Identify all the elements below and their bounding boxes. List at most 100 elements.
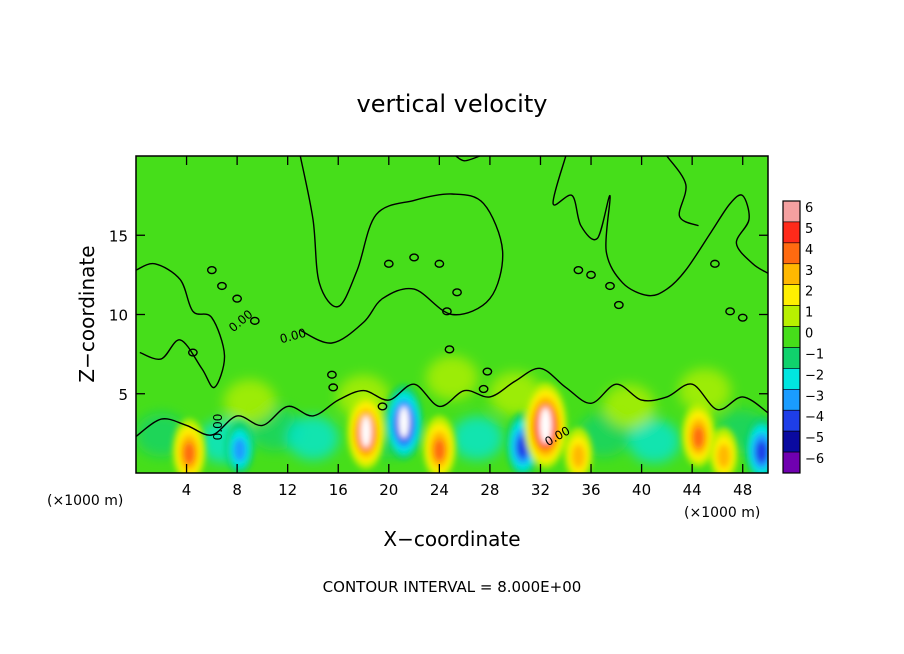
colorbar-swatch: [782, 368, 801, 390]
contour-lines: [136, 156, 768, 438]
contour-loop: [605, 281, 615, 291]
colorbar-label: −1: [805, 347, 824, 362]
field-patch: [628, 419, 681, 464]
contour-interval-note: CONTOUR INTERVAL = 8.000E+00: [323, 578, 582, 596]
updraft-core: [717, 444, 731, 468]
colorbar-label: −2: [805, 368, 824, 383]
x-unit-left: (×1000 m): [47, 493, 123, 509]
colorbar-label: 6: [805, 201, 813, 216]
y-axis-ticks: 5 10 15: [109, 227, 768, 404]
contour-loop: [383, 259, 394, 268]
contour-line: [552, 156, 768, 297]
contour-label: 0.00: [278, 326, 307, 346]
contour-loop: [710, 259, 720, 268]
contour-loop: [206, 266, 217, 275]
updraft-peak: [539, 407, 552, 444]
updraft-core: [183, 442, 195, 465]
contour-label: 0.00: [211, 414, 225, 441]
colorbar-swatch: [782, 263, 801, 285]
downdraft-core: [755, 440, 768, 463]
contour-loop: [442, 307, 452, 316]
colorbar-swatch: [782, 284, 801, 306]
colorbar-frame: [782, 200, 801, 474]
colorbar-label: 5: [805, 222, 813, 237]
colorbar-label: 0: [805, 327, 813, 342]
y-axis-label: Z−coordinate: [75, 245, 99, 382]
colorbar-label: −3: [805, 389, 824, 404]
contour-loop: [737, 313, 748, 322]
contour-loop: [409, 253, 419, 262]
field-patch: [602, 384, 655, 429]
colorbar-swatch: [782, 221, 801, 244]
contour-loop: [187, 348, 198, 357]
contour-loop: [434, 259, 445, 268]
x-axis-ticks: 4 8 12 16 20 24 28 32 36 40 44 48: [182, 156, 752, 499]
y-tick-label: 15: [109, 227, 128, 245]
contour-line: [299, 156, 504, 344]
colorbar-swatch: [782, 430, 801, 453]
contour-line: [136, 367, 768, 438]
x-tick-label: 12: [278, 481, 297, 499]
updraft-core: [433, 439, 446, 462]
y-tick-label: 5: [118, 386, 128, 404]
y-tick-label: 10: [109, 307, 128, 325]
colorbar-swatch: [782, 200, 801, 223]
downdraft-peak: [398, 406, 410, 439]
colorbar-swatch: [782, 451, 801, 474]
x-axis-label: X−coordinate: [383, 527, 520, 551]
updraft-peak: [360, 416, 372, 448]
colorbar-label: 3: [805, 264, 813, 279]
colorbar-label: 4: [805, 243, 813, 258]
x-tick-label: 8: [232, 481, 242, 499]
colorbar-swatch: [782, 305, 801, 327]
contour-loop: [327, 370, 337, 379]
plot-area: [136, 156, 768, 473]
x-tick-label: 4: [182, 481, 192, 499]
contour-loop: [232, 294, 243, 303]
colorbar-label: −6: [805, 452, 824, 467]
colorbar-swatch: [782, 389, 801, 411]
downdraft-core: [517, 435, 529, 459]
x-tick-label: 24: [430, 481, 449, 499]
colorbar-label: −4: [805, 410, 824, 425]
contour-loop: [452, 288, 462, 297]
contour-loop: [217, 281, 227, 291]
colorbar-swatch: [782, 242, 801, 265]
x-unit-right: (×1000 m): [684, 505, 760, 521]
contour-loop: [328, 383, 339, 392]
x-tick-label: 28: [480, 481, 499, 499]
contour-loop: [482, 367, 493, 376]
field-patch: [426, 355, 478, 400]
x-tick-label: 36: [581, 481, 600, 499]
colorbar-swatch: [782, 326, 801, 348]
x-tick-label: 20: [379, 481, 398, 499]
contour-loop: [444, 345, 455, 354]
contour-loop: [725, 307, 735, 316]
colorbar-label: 1: [805, 306, 813, 321]
chart-title: vertical velocity: [357, 90, 548, 118]
contour-line: [455, 156, 481, 162]
contour-loop: [573, 266, 584, 275]
field-patch: [223, 379, 276, 424]
contour-line: [136, 262, 226, 389]
contour-loop: [586, 270, 596, 279]
colorbar: 6 5 4 3 2 1 0 −1 −2 −3 −4 −5 −6: [782, 200, 824, 474]
contour-loop: [249, 316, 260, 325]
field-patch: [451, 416, 504, 461]
updraft-core: [572, 444, 585, 468]
x-tick-label: 16: [329, 481, 348, 499]
x-tick-label: 32: [531, 481, 550, 499]
downdraft-core: [233, 438, 246, 462]
colorbar-label: 2: [805, 285, 813, 300]
colorbar-label: −5: [805, 431, 824, 446]
contour-loop: [478, 384, 489, 394]
x-tick-label: 40: [632, 481, 651, 499]
x-tick-label: 44: [683, 481, 702, 499]
colorbar-swatch: [782, 409, 801, 432]
updraft-core: [692, 426, 705, 449]
colorbar-swatch: [782, 347, 801, 369]
field-patch: [286, 416, 339, 461]
x-tick-label: 48: [733, 481, 752, 499]
field-patch: [678, 368, 731, 413]
